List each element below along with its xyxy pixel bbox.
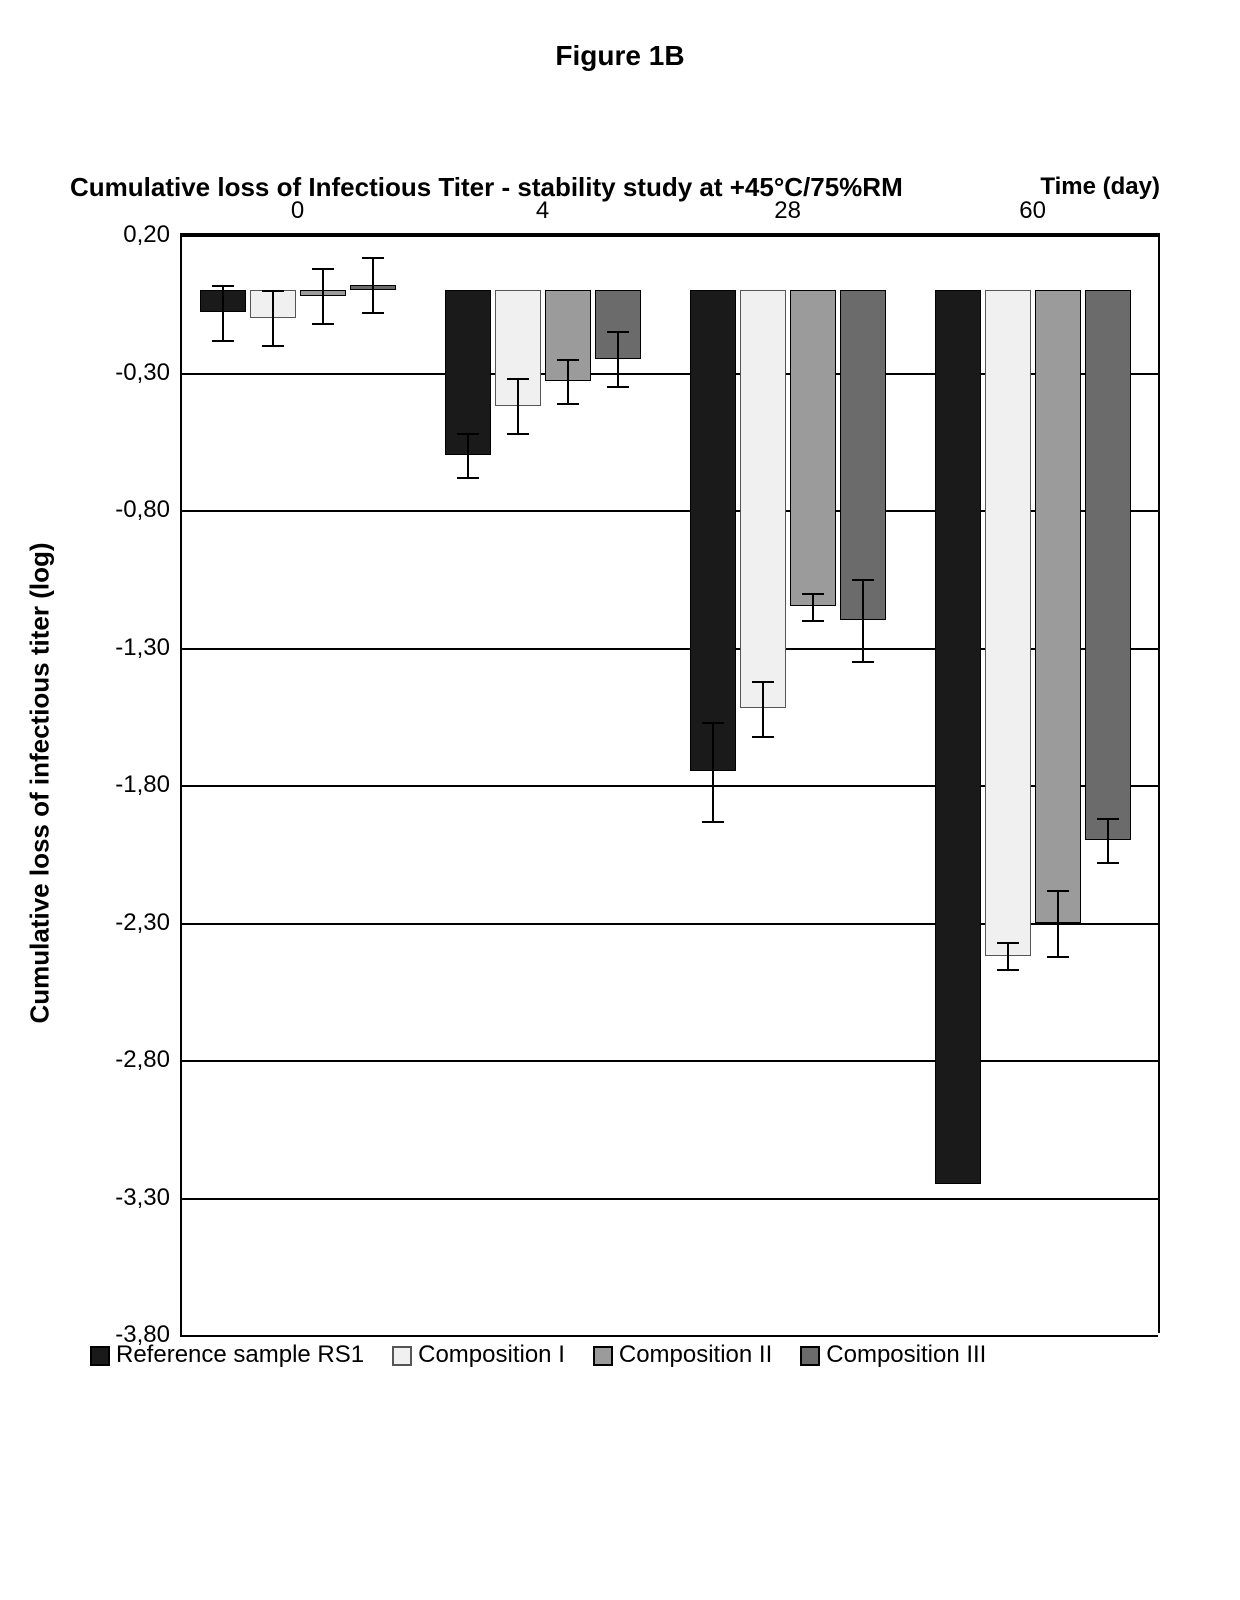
error-cap <box>702 722 724 724</box>
y-tick-label: -0,30 <box>115 359 180 387</box>
error-bar <box>372 257 374 312</box>
bar <box>740 290 786 708</box>
gridline <box>180 1335 1158 1337</box>
error-bar <box>1007 942 1009 970</box>
error-bar <box>1057 890 1059 956</box>
bar <box>790 290 836 606</box>
legend-label: Composition I <box>418 1341 565 1368</box>
x-category-label: 28 <box>774 197 801 225</box>
y-tick-label: 0,20 <box>123 221 180 249</box>
y-tick-label: -0,80 <box>115 496 180 524</box>
y-tick-label: -2,30 <box>115 909 180 937</box>
y-tick-label: -3,30 <box>115 1184 180 1212</box>
legend-swatch <box>90 1346 110 1366</box>
error-cap <box>312 268 334 270</box>
gridline <box>180 1060 1158 1062</box>
error-cap <box>997 969 1019 971</box>
legend-swatch <box>800 1346 820 1366</box>
error-cap <box>557 359 579 361</box>
legend-item: Composition I <box>392 1341 565 1369</box>
bar <box>935 290 981 1184</box>
error-cap <box>702 821 724 823</box>
error-cap <box>262 345 284 347</box>
error-cap <box>362 312 384 314</box>
error-cap <box>802 593 824 595</box>
bar <box>985 290 1031 956</box>
error-cap <box>1097 862 1119 864</box>
bar <box>1085 290 1131 840</box>
error-cap <box>457 477 479 479</box>
error-cap <box>752 736 774 738</box>
legend-swatch <box>392 1346 412 1366</box>
error-bar <box>467 433 469 477</box>
error-cap <box>1047 956 1069 958</box>
error-cap <box>607 386 629 388</box>
error-cap <box>997 942 1019 944</box>
gridline <box>180 1198 1158 1200</box>
bar <box>445 290 491 455</box>
error-cap <box>1097 818 1119 820</box>
figure-label: Figure 1B <box>0 40 1240 72</box>
error-cap <box>262 290 284 292</box>
legend-item: Reference sample RS1 <box>90 1341 364 1369</box>
bar <box>690 290 736 771</box>
error-bar <box>1107 818 1109 862</box>
error-bar <box>762 681 764 736</box>
error-cap <box>212 285 234 287</box>
y-tick-label: -1,30 <box>115 634 180 662</box>
legend-item: Composition III <box>800 1341 986 1369</box>
chart-area: Time (day) Cumulative loss of infectious… <box>180 233 1160 1333</box>
error-cap <box>557 403 579 405</box>
page: Figure 1B Cumulative loss of Infectious … <box>0 0 1240 1600</box>
error-cap <box>457 433 479 435</box>
y-tick-label: -1,80 <box>115 771 180 799</box>
error-bar <box>812 593 814 621</box>
y-axis-line <box>180 235 182 1335</box>
error-cap <box>607 331 629 333</box>
error-cap <box>852 579 874 581</box>
error-cap <box>802 620 824 622</box>
bar <box>840 290 886 620</box>
gridline <box>180 235 1158 237</box>
y-tick-label: -2,80 <box>115 1046 180 1074</box>
error-bar <box>567 359 569 403</box>
legend-swatch <box>593 1346 613 1366</box>
error-bar <box>322 268 324 323</box>
error-bar <box>862 579 864 662</box>
error-cap <box>362 257 384 259</box>
legend-label: Composition II <box>619 1341 772 1368</box>
y-axis-title: Cumulative loss of infectious titer (log… <box>25 542 56 1023</box>
error-cap <box>1047 890 1069 892</box>
error-cap <box>507 433 529 435</box>
error-cap <box>507 378 529 380</box>
plot: 0,20-0,30-0,80-1,30-1,80-2,30-2,80-3,30-… <box>180 233 1160 1333</box>
bar <box>1035 290 1081 923</box>
error-cap <box>752 681 774 683</box>
x-category-label: 4 <box>536 197 549 225</box>
error-bar <box>517 378 519 433</box>
x-category-label: 60 <box>1019 197 1046 225</box>
error-cap <box>212 340 234 342</box>
error-cap <box>852 661 874 663</box>
error-bar <box>617 331 619 386</box>
x-axis-title: Time (day) <box>1040 173 1160 201</box>
error-cap <box>312 323 334 325</box>
legend-label: Reference sample RS1 <box>116 1341 364 1368</box>
legend: Reference sample RS1 Composition I Composi… <box>90 1341 986 1369</box>
error-bar <box>712 722 714 821</box>
error-bar <box>272 290 274 345</box>
error-bar <box>222 285 224 340</box>
x-category-label: 0 <box>291 197 304 225</box>
legend-label: Composition III <box>826 1341 986 1368</box>
legend-item: Composition II <box>593 1341 772 1369</box>
